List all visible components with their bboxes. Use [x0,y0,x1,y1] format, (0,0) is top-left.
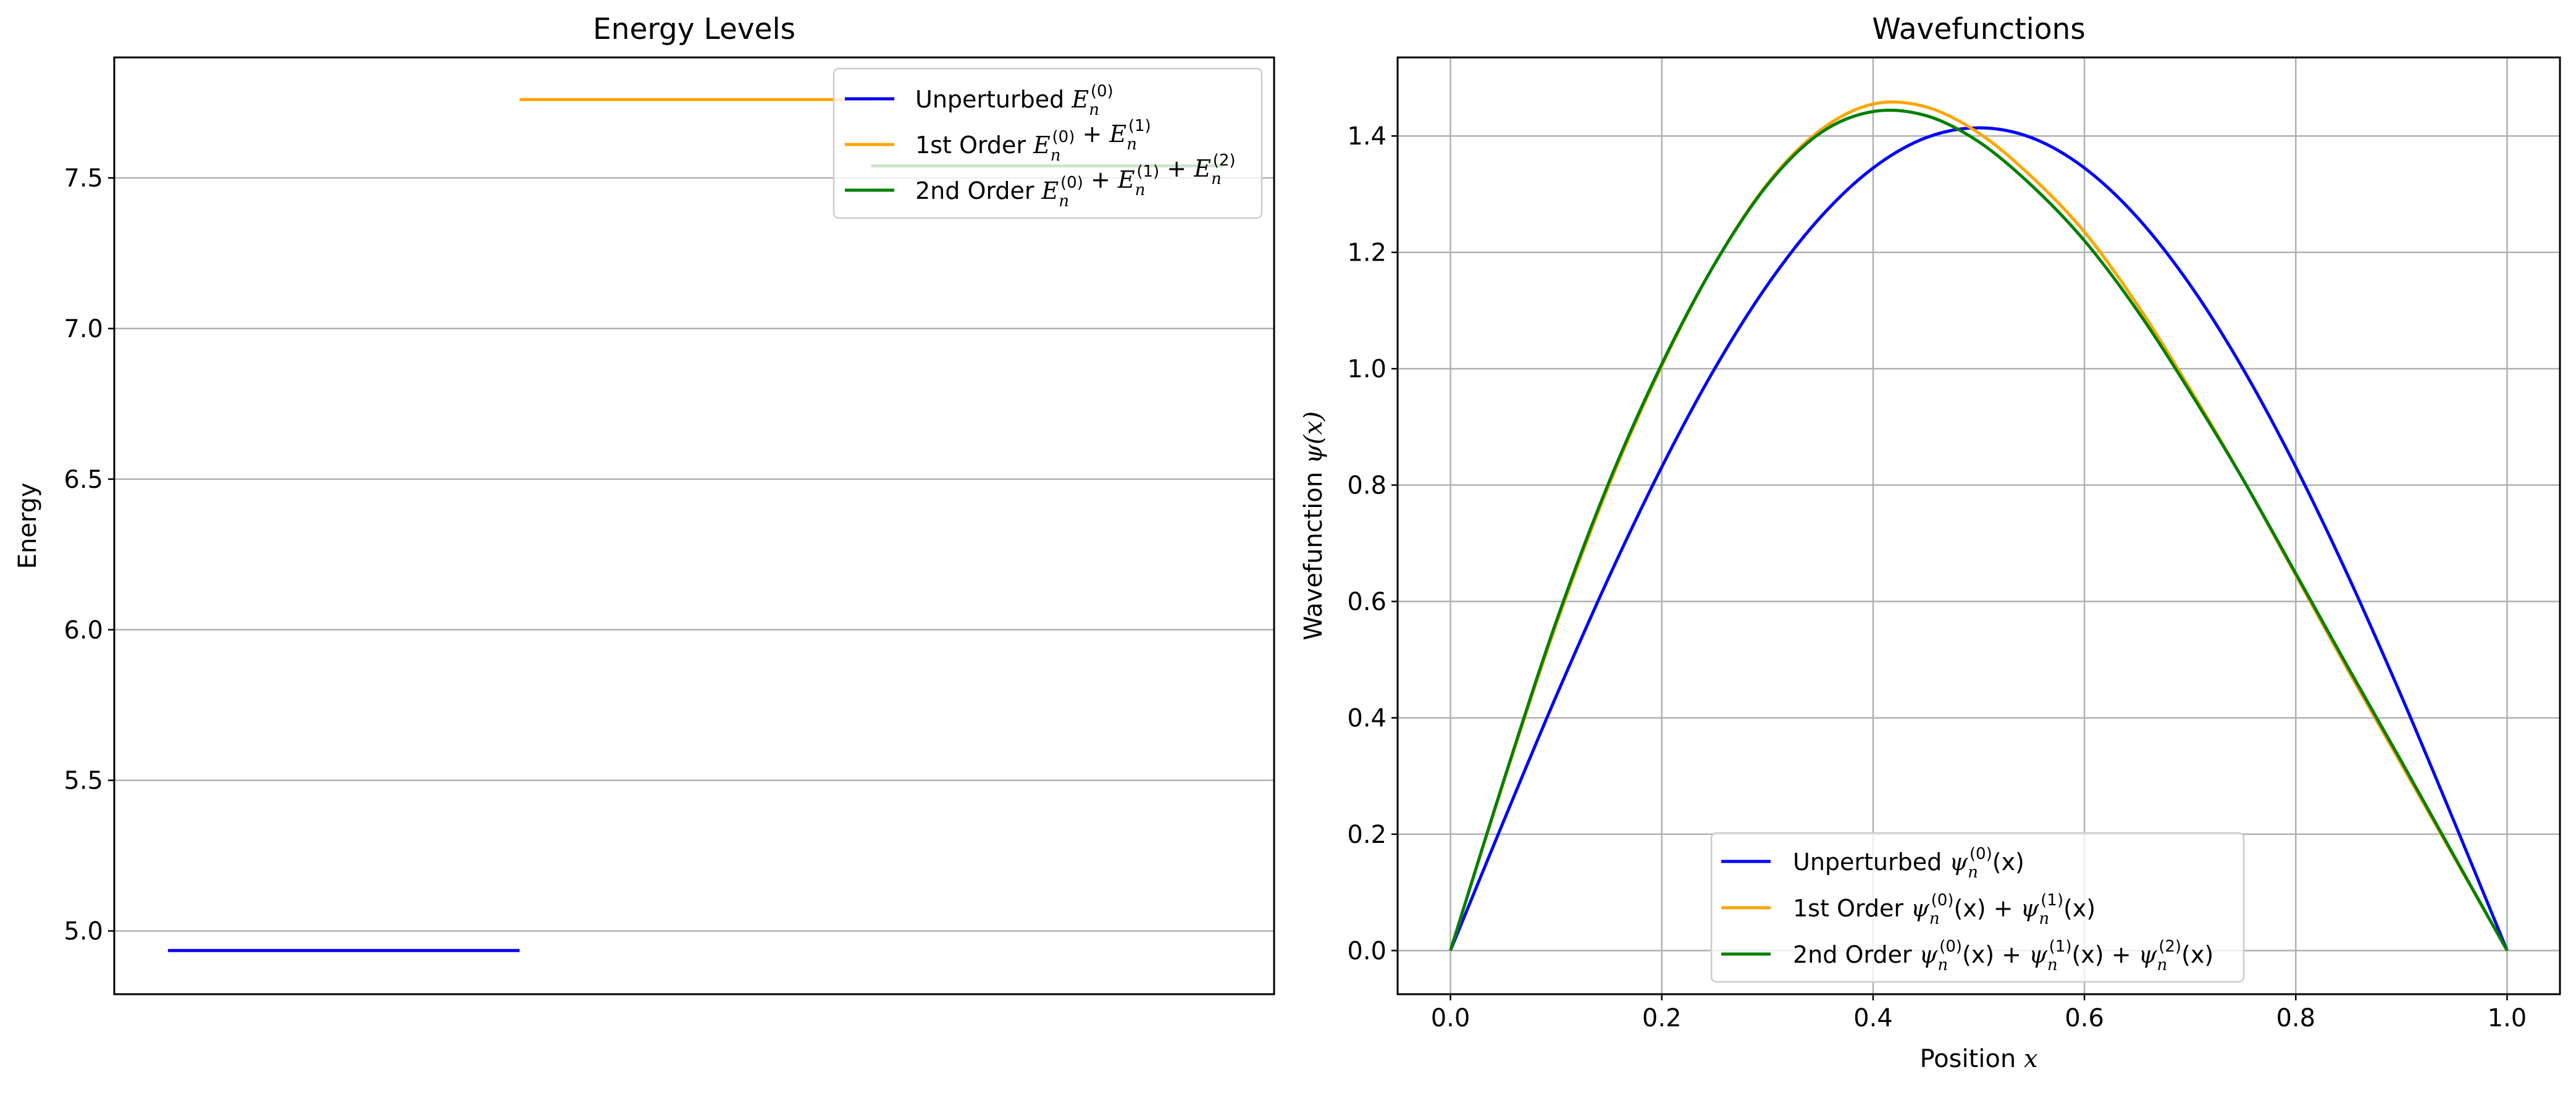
wave-x-tick-label: 0.4 [1853,1004,1893,1032]
legend-name: 2nd Order [1793,941,1919,968]
energy-y-tick-label: 7.5 [64,164,103,193]
energy-y-tick-label: 7.0 [64,315,103,343]
wave-x-tick-label: 0.2 [1642,1004,1682,1032]
legend-name: Unperturbed [1793,848,1949,876]
wave-x-tick-label: 1.0 [2488,1004,2527,1032]
wavefunction-y-axis-label: Wavefunction ψ(x) [1299,411,1328,640]
wavefunction-plot-frame [1396,56,2561,995]
legend-name: 2nd Order [915,177,1042,204]
energy-y-tick-label: 6.0 [64,616,103,645]
wave-legend-box [1710,832,2245,983]
wave-y-tick-label: 1.0 [1347,355,1387,383]
energy-legend-label: 2nd Order En(0) + En(1) + En(2) [915,151,1236,211]
energy-y-tick-label: 5.0 [64,918,103,946]
wavefunction-legend: Unperturbed ψn(0)(x) 1st Order ψn(0)(x) +… [1710,832,2245,983]
wave-x-tick-label: 0.6 [2065,1004,2104,1032]
wave-legend-label: Unperturbed ψn(0)(x) [1793,845,2024,882]
energy-y-axis-label: Energy [14,482,42,569]
energy-chart-title: Energy Levels [593,12,795,46]
wave-series-line-1 [1449,126,2509,952]
wave-legend-label: 2nd Order ψn(0)(x) + ψn(1)(x) + ψn(2)(x) [1793,937,2213,974]
wavefunction-chart-title: Wavefunctions [1872,12,2085,46]
legend-name: 1st Order [1793,895,1911,922]
energy-legend-box [833,67,1263,219]
wave-y-tick-label: 0.4 [1347,704,1387,732]
wavefunctions-panel: Wavefunctions Wavefunction ψ(x) Position… [1299,12,2561,1073]
legend-name: 1st Order [915,132,1033,159]
wave-y-tick-label: 1.2 [1347,239,1387,267]
energy-plot-frame [113,56,1275,995]
energy-legend-label: Unperturbed En(0) [915,82,1114,119]
wave-y-tick-label: 0.2 [1347,821,1387,849]
wave-y-tick-label: 0.6 [1347,588,1387,616]
energy-legend-label: 1st Order En(0) + En(1) [915,117,1151,165]
legend-name: Unperturbed [915,86,1072,113]
wave-y-tick-label: 1.4 [1347,122,1387,151]
wave-series-line-3 [1449,108,2509,952]
wavefunction-x-axis-label: Position x [1919,1045,2037,1073]
energy-y-tick-label: 6.5 [64,466,103,494]
wave-x-tick-label: 0.8 [2276,1004,2315,1032]
energy-y-tick-label: 5.5 [64,767,103,795]
wave-series-line-2 [1449,100,2509,952]
wave-legend-label: 1st Order ψn(0)(x) + ψn(1)(x) [1793,891,2096,928]
energy-legend: Unperturbed En(0)1st Order En(0) + En(1)… [833,67,1263,219]
wave-y-tick-label: 0.8 [1347,472,1387,500]
energy-levels-panel: Energy Levels Energy 5.05.56.06.57.07.5 … [14,12,1275,995]
wave-y-tick-label: 0.0 [1347,937,1387,965]
wave-x-tick-label: 0.0 [1431,1004,1471,1032]
